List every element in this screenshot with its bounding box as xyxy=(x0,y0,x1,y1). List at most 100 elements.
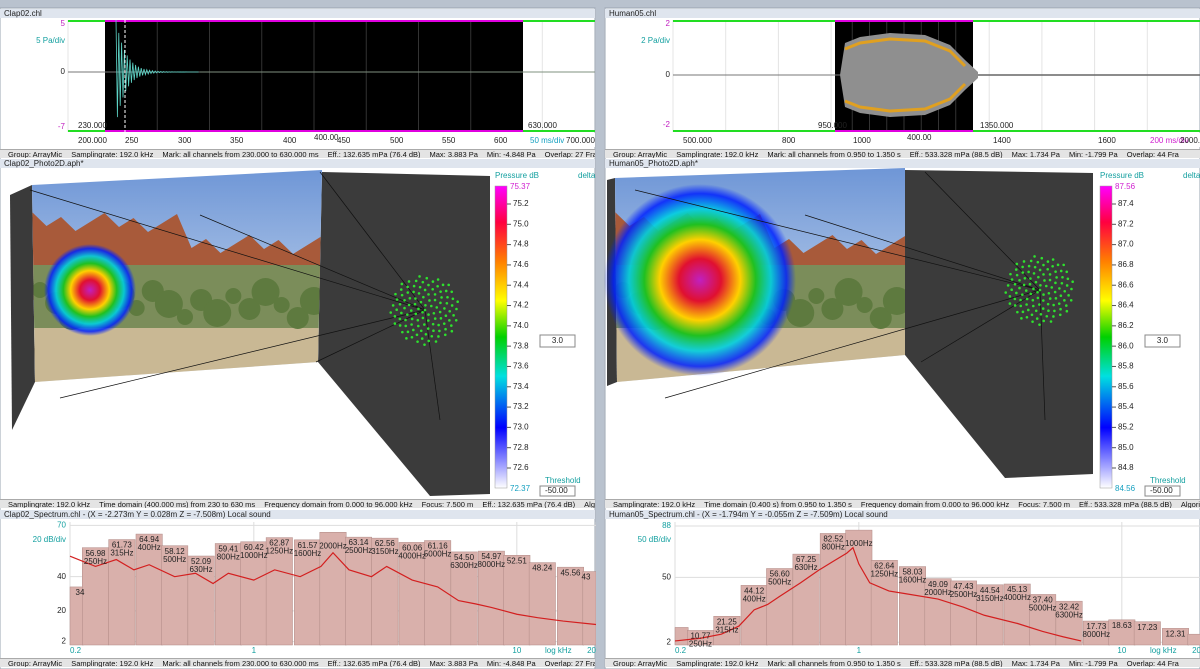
status-field: Algorithm: I xyxy=(584,500,595,508)
range-value: 3.0 xyxy=(552,336,564,345)
microphone xyxy=(1023,284,1026,287)
status-bar: Samplingrate: 192.0 kHzTime domain (0.40… xyxy=(605,499,1200,508)
status-field: Focus: 7.500 m xyxy=(1018,500,1070,508)
microphone xyxy=(432,329,435,332)
microphone xyxy=(419,286,422,289)
microphone xyxy=(434,293,437,296)
microphone xyxy=(1019,305,1022,308)
microphone xyxy=(1038,303,1041,306)
status-field: Mark: all channels from 230.000 to 630.0… xyxy=(162,659,318,667)
shrub xyxy=(177,309,193,325)
microphone xyxy=(1042,299,1045,302)
microphone xyxy=(412,329,415,332)
band-value: 43 xyxy=(582,573,591,582)
microphone xyxy=(1042,264,1045,267)
microphone xyxy=(1031,313,1034,316)
x-axis-label: 1600 xyxy=(1098,136,1116,145)
scale-label: 72.6 xyxy=(513,463,529,472)
microphone xyxy=(1038,323,1041,326)
band-name: 4000Hz xyxy=(1003,593,1031,602)
microphone xyxy=(439,290,442,293)
band-bar xyxy=(504,555,530,645)
status-field: Samplingrate: 192.0 kHz xyxy=(71,659,153,667)
microphone xyxy=(456,300,459,303)
microphone xyxy=(394,293,397,296)
microphone xyxy=(1036,317,1039,320)
microphone xyxy=(411,336,414,339)
window-title: Clap02_Photo2D.aph* xyxy=(4,159,84,168)
band-name: 250Hz xyxy=(84,557,107,566)
threshold-label: Threshold xyxy=(545,476,581,485)
status-field: Samplingrate: 192.0 kHz xyxy=(676,150,758,158)
sound-map xyxy=(604,184,796,376)
microphone xyxy=(421,337,424,340)
microphone xyxy=(443,322,446,325)
band-name: 800Hz xyxy=(217,553,240,562)
microphone xyxy=(1048,292,1051,295)
band-name: 250Hz xyxy=(689,640,712,649)
microphone xyxy=(425,277,428,280)
microphone xyxy=(440,317,443,320)
microphone xyxy=(411,318,414,321)
microphone xyxy=(1035,309,1038,312)
microphone xyxy=(1047,260,1050,263)
microphone xyxy=(1059,308,1062,311)
y-axis-label: -2 xyxy=(663,120,671,129)
scale-label: 73.2 xyxy=(513,402,529,411)
status-field: Overlap: 27 Fra xyxy=(545,150,595,158)
microphone xyxy=(1054,291,1057,294)
microphone xyxy=(1028,265,1031,268)
x-axis-label: 400 xyxy=(283,136,297,145)
microphone xyxy=(427,340,430,343)
microphone xyxy=(430,305,433,308)
status-field: Samplingrate: 192.0 kHz xyxy=(8,500,90,508)
microphone xyxy=(1066,284,1069,287)
microphone xyxy=(423,343,426,346)
microphone xyxy=(412,291,415,294)
microphone xyxy=(1060,294,1063,297)
x-tick-label: 1 xyxy=(252,646,257,655)
x-axis-label: 400.00 xyxy=(314,133,339,142)
microphone xyxy=(1042,320,1045,323)
microphone xyxy=(1055,297,1058,300)
scale-label: 86.6 xyxy=(1118,280,1134,289)
title-bar xyxy=(605,9,1200,18)
status-field: Time domain (0.400 s) from 0.950 to 1.35… xyxy=(704,500,852,508)
microphone xyxy=(414,297,417,300)
shrub xyxy=(203,299,231,327)
status-field: Eff.: 533.328 mPa (88.5 dB) xyxy=(1079,500,1172,508)
microphone xyxy=(401,331,404,334)
status-field: Eff.: 132.635 mPa (76.4 dB) xyxy=(328,150,421,158)
microphone xyxy=(1036,291,1039,294)
microphone xyxy=(1029,293,1032,296)
microphone xyxy=(1018,287,1021,290)
x-tick-label: 20 xyxy=(587,646,596,655)
delta-label: delta xyxy=(578,171,596,180)
x-axis-label: 630.000 xyxy=(528,121,557,130)
x-unit-label: log kHz xyxy=(1150,646,1177,655)
microphone xyxy=(1039,289,1042,292)
scale-label: 75.2 xyxy=(513,199,529,208)
microphone xyxy=(1026,316,1029,319)
status-field: Min: -4.848 Pa xyxy=(487,659,536,667)
microphone xyxy=(435,340,438,343)
workspace: Clap02.chl55 Pa/div0-7230.000200.0002503… xyxy=(0,0,1200,669)
scale-max: 75.37 xyxy=(510,182,531,191)
microphone xyxy=(423,323,426,326)
microphone xyxy=(406,286,409,289)
microphone xyxy=(1067,294,1070,297)
microphone xyxy=(455,319,458,322)
band-name: 630Hz xyxy=(794,563,817,572)
microphone xyxy=(409,297,412,300)
microphone xyxy=(418,292,421,295)
y-axis-label: 5 Pa/div xyxy=(36,36,65,45)
microphone xyxy=(1035,281,1038,284)
y-scale-label: 20 dB/div xyxy=(33,535,66,544)
band-name: 500Hz xyxy=(768,578,791,587)
microphone xyxy=(1054,270,1057,273)
band-value: 45.56 xyxy=(560,568,581,577)
y-tick-label: 70 xyxy=(57,521,66,530)
app-window: Clap02.chl55 Pa/div0-7230.000200.0002503… xyxy=(0,0,1200,669)
microphone xyxy=(394,315,397,318)
scale-label: 73.6 xyxy=(513,362,529,371)
